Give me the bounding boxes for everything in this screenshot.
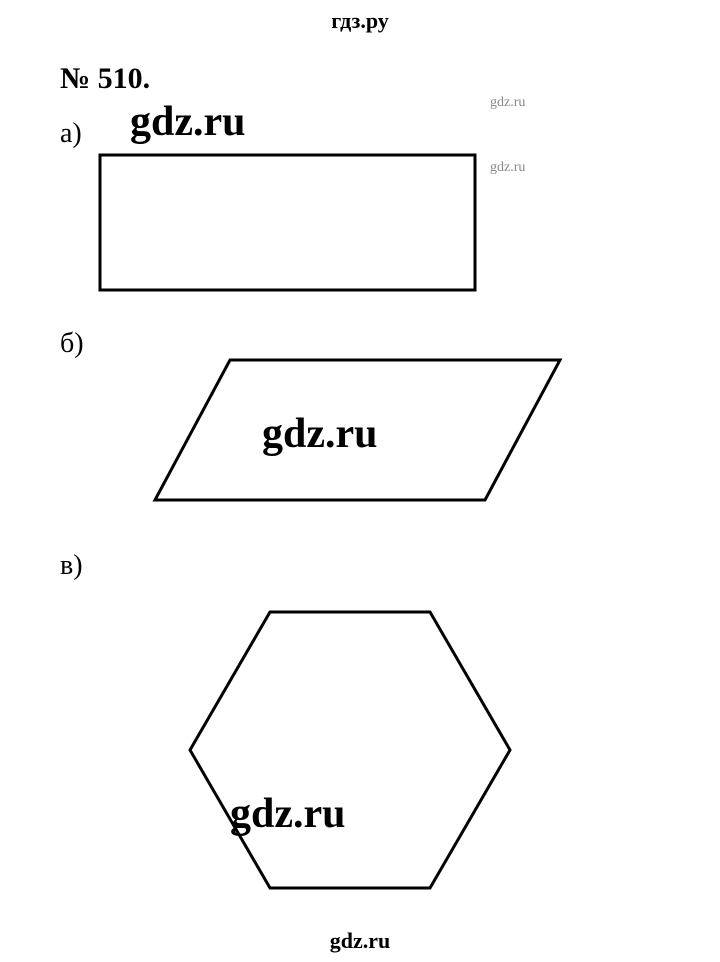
page-footer: gdz.ru	[330, 928, 391, 954]
hexagon	[190, 612, 510, 888]
hexagon-shape	[0, 0, 720, 962]
watermark-large-3: gdz.ru	[230, 790, 346, 838]
